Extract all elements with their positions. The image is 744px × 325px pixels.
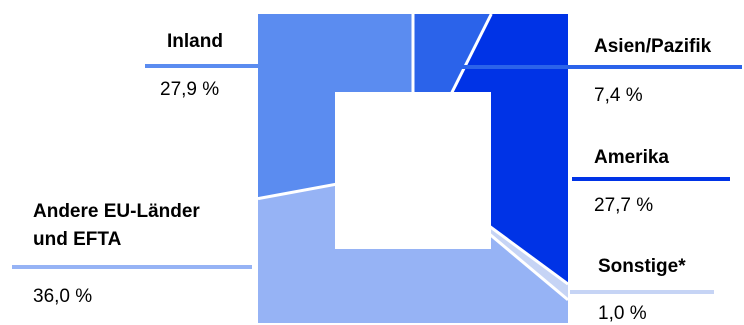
- value-asien-pazifik: 7,4 %: [594, 85, 643, 106]
- value-sonstige: 1,0 %: [598, 303, 647, 324]
- value-amerika: 27,7 %: [594, 195, 654, 216]
- label-andere-line-2: und EFTA: [33, 229, 122, 250]
- label-andere-line-1: Andere EU-Länder: [33, 201, 200, 222]
- value-andere: 36,0 %: [33, 286, 93, 307]
- leader-lines: [12, 64, 742, 294]
- label-inland: Inland: [167, 31, 223, 52]
- label-amerika: Amerika: [594, 147, 669, 168]
- value-inland: 27,9 %: [160, 79, 220, 100]
- label-asien-pazifik: Asien/Pazifik: [594, 36, 712, 57]
- donut-hole: [335, 92, 491, 249]
- label-sonstige: Sonstige*: [598, 256, 686, 277]
